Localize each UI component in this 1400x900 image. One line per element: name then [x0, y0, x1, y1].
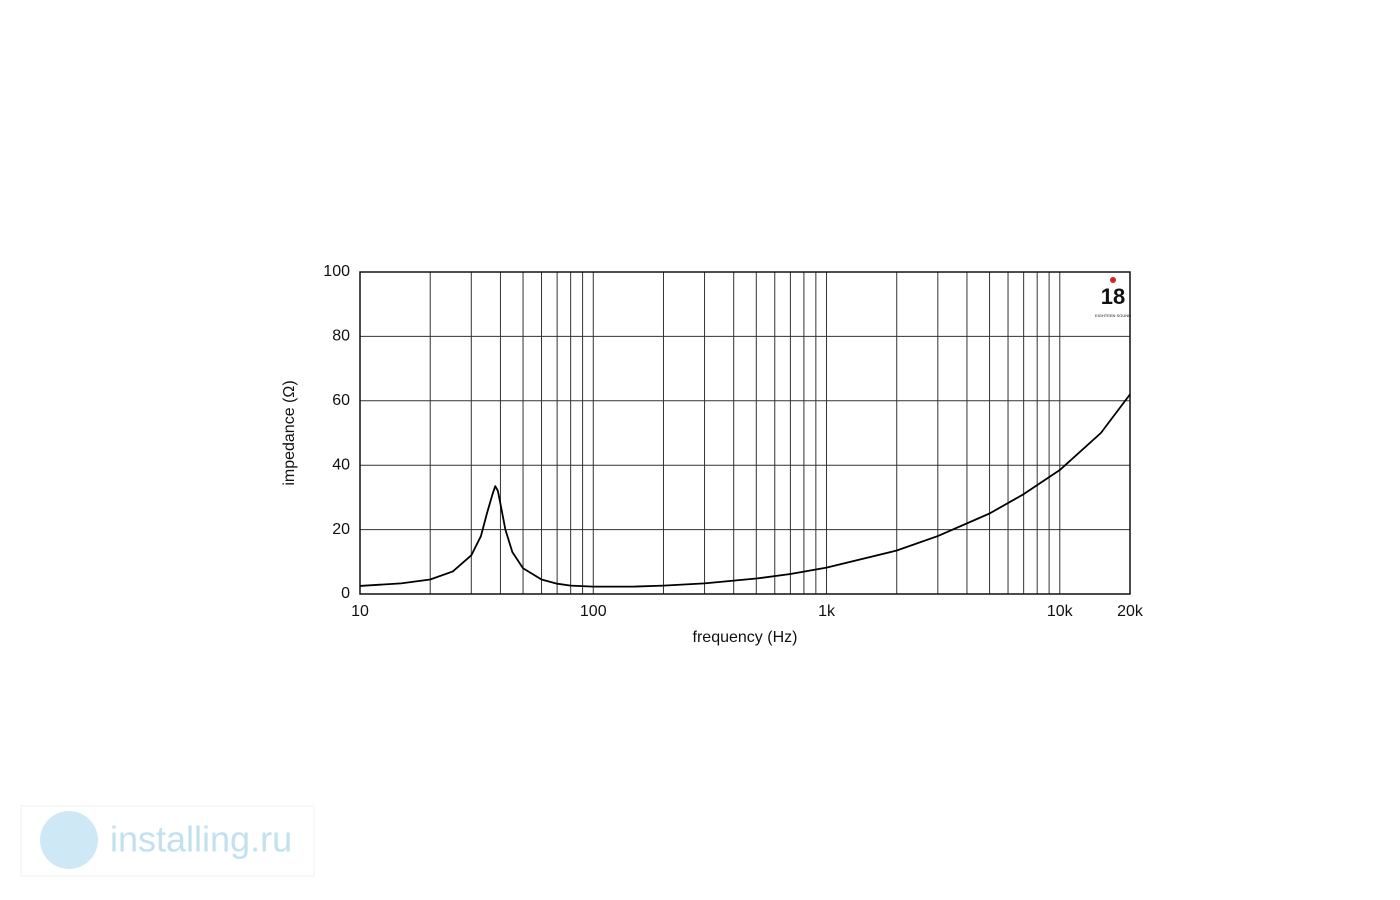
- y-tick-label: 20: [332, 521, 350, 538]
- watermark-box: [20, 805, 315, 877]
- impedance-curve: [359, 393, 1131, 588]
- logo-number: 18: [1101, 284, 1125, 309]
- x-tick-label: 20k: [1117, 603, 1144, 620]
- y-tick-label: 80: [332, 328, 350, 345]
- x-axis-label: frequency (Hz): [693, 629, 798, 646]
- logo: 18 EIGHTEEN SOUND: [1095, 277, 1131, 318]
- watermark-icon: [40, 811, 98, 869]
- x-tick-label: 100: [580, 603, 607, 620]
- y-tick-label: 0: [341, 585, 350, 602]
- logo-star: [1110, 277, 1116, 283]
- y-tick-label: 60: [332, 392, 350, 409]
- watermark-text: installing.ru: [110, 819, 292, 860]
- plot-frame: [359, 271, 1131, 595]
- watermark: installing.ru: [20, 805, 315, 877]
- y-tick-label: 100: [323, 263, 350, 280]
- x-tick-label: 10k: [1047, 603, 1074, 620]
- logo-name: EIGHTEEN SOUND: [1095, 313, 1131, 318]
- y-tick-label: 40: [332, 456, 350, 473]
- x-tick-label: 10: [351, 603, 369, 620]
- x-tick-label: 1k: [818, 603, 836, 620]
- y-axis-label: impedance (Ω): [281, 380, 298, 485]
